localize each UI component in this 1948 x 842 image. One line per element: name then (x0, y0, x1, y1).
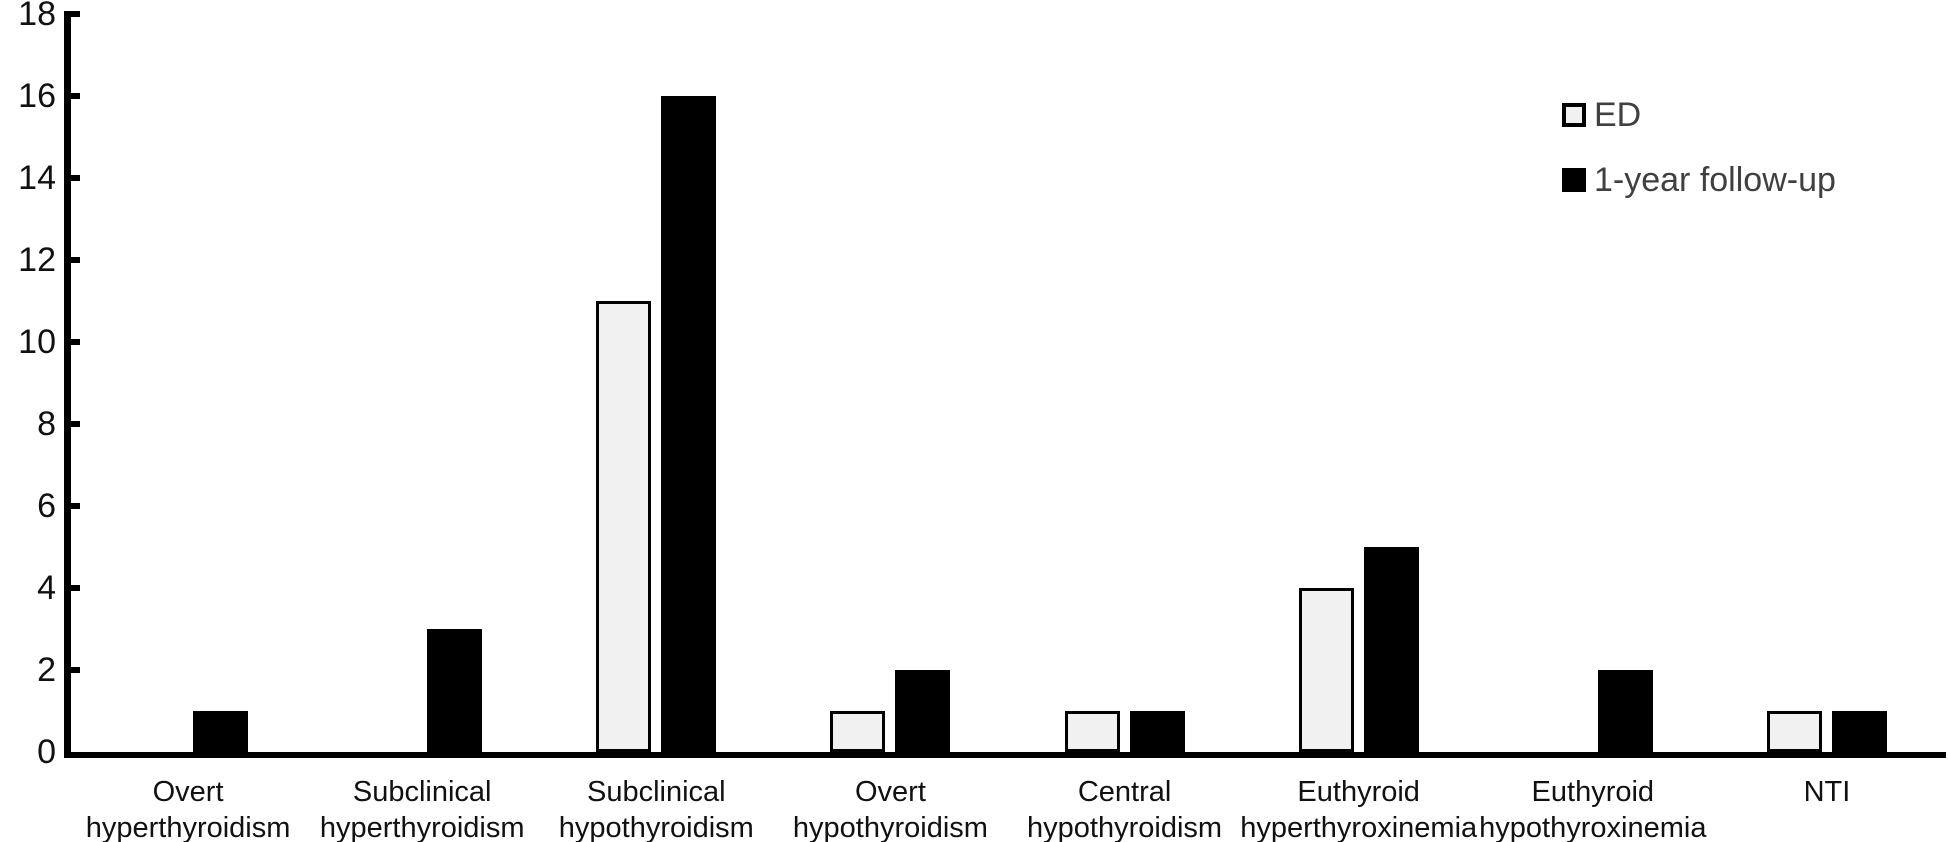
y-axis-tick-mark (71, 503, 80, 509)
bar-followup (1831, 711, 1887, 752)
y-axis-tick-mark (71, 175, 80, 181)
bar-followup (1129, 711, 1185, 752)
bar-followup (1597, 670, 1653, 752)
y-axis-tick-mark (71, 257, 80, 263)
legend-item-ed: ED (1562, 98, 1836, 132)
bar-followup (1363, 547, 1419, 752)
legend-swatch-ed-icon (1562, 103, 1586, 127)
y-axis-tick-mark (71, 93, 80, 99)
x-axis-category-label: Euthyroid hyperthyroxinemia (1240, 776, 1478, 842)
y-axis-tick-label: 10 (18, 323, 56, 361)
bar-ed (1766, 711, 1822, 752)
y-axis-tick-mark (71, 667, 80, 673)
y-axis-tick-label: 6 (37, 487, 56, 525)
bar-followup (193, 711, 249, 752)
x-axis-category-label: Euthyroid hypothyroxinemia (1479, 776, 1707, 842)
x-axis-category-label: Overt hypothyroidism (792, 776, 988, 842)
bar-ed (596, 301, 652, 752)
bar-followup (661, 96, 717, 752)
y-axis-tick-label: 8 (37, 405, 56, 443)
y-axis-tick-mark (71, 421, 80, 427)
y-axis-tick-label: 0 (37, 733, 56, 771)
bar-ed (830, 711, 886, 752)
y-axis-line (64, 11, 71, 758)
y-axis-tick-label: 14 (18, 159, 56, 197)
y-axis-tick-label: 16 (18, 77, 56, 115)
legend: ED 1-year follow-up (1562, 98, 1836, 228)
bar-ed (1298, 588, 1354, 752)
bar-followup (895, 670, 951, 752)
bar-ed (1064, 711, 1120, 752)
x-axis-line (64, 752, 1946, 758)
y-axis-tick-label: 2 (37, 651, 56, 689)
x-axis-category-label: Overt hyperthyroidism (85, 776, 291, 842)
y-axis-tick-mark (71, 339, 80, 345)
y-axis-tick-mark (71, 11, 80, 17)
legend-swatch-followup-icon (1562, 168, 1586, 192)
bar-followup (427, 629, 483, 752)
y-axis-tick-label: 12 (18, 241, 56, 279)
x-axis-category-label: Subclinical hypothyroidism (558, 776, 754, 842)
x-axis-category-label: NTI (1803, 776, 1851, 808)
x-axis-category-label: Central hypothyroidism (1027, 776, 1223, 842)
y-axis-tick-mark (71, 585, 80, 591)
legend-label-followup: 1-year follow-up (1594, 161, 1836, 199)
x-axis-category-label: Subclinical hyperthyroidism (319, 776, 525, 842)
y-axis-tick-label: 4 (37, 569, 56, 607)
legend-item-followup: 1-year follow-up (1562, 163, 1836, 197)
y-axis-tick-label: 18 (18, 0, 56, 33)
legend-label-ed: ED (1594, 96, 1642, 134)
